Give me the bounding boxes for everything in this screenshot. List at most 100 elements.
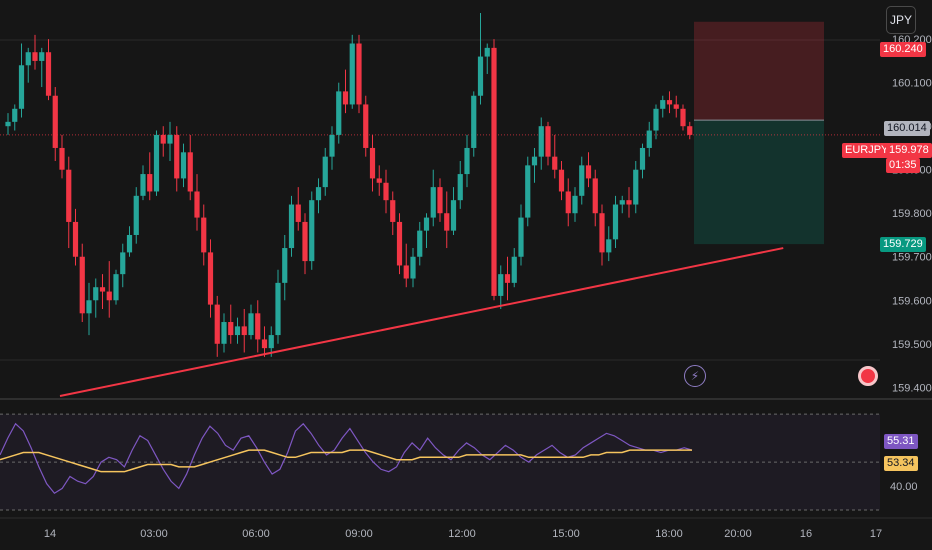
candle-body xyxy=(471,95,477,148)
candle-body xyxy=(444,213,450,231)
candle-body xyxy=(45,52,52,96)
candle-body xyxy=(430,187,436,218)
candle-body xyxy=(565,191,571,214)
candle-body xyxy=(309,200,315,262)
candle-body xyxy=(552,156,558,170)
candle-body xyxy=(153,134,160,192)
candle-body xyxy=(288,204,295,249)
candle-body xyxy=(167,134,173,144)
candle-body xyxy=(579,165,585,196)
candle-body xyxy=(126,234,133,253)
candle-body xyxy=(464,147,470,175)
candle-body xyxy=(356,43,362,105)
candle-body xyxy=(687,126,693,135)
time-tick-label: 03:00 xyxy=(140,528,168,540)
candle-body xyxy=(403,265,409,279)
candle-body xyxy=(12,108,18,122)
candle-body xyxy=(417,230,423,257)
candle-body xyxy=(646,130,652,148)
candle-body xyxy=(86,300,92,314)
candle-body xyxy=(221,322,227,344)
rsi-line xyxy=(0,422,693,495)
price-tick-label: 159.800 xyxy=(892,208,932,220)
candle-body xyxy=(5,121,11,127)
candle-body xyxy=(329,134,335,157)
lightning-alert-icon[interactable]: ⚡ xyxy=(684,365,706,387)
candle-body xyxy=(120,252,126,275)
price-tick-label: 159.700 xyxy=(892,252,932,264)
candle-body xyxy=(66,169,72,222)
candle-body xyxy=(99,287,106,292)
rsi-tick-label: 40.00 xyxy=(890,481,918,493)
candle-body xyxy=(660,100,666,109)
candle-body xyxy=(93,287,99,301)
candle-body xyxy=(336,91,342,135)
candle-body xyxy=(612,204,619,240)
time-tick-label: 17 xyxy=(870,528,882,540)
time-tick-label: 12:00 xyxy=(448,528,476,540)
candle-body xyxy=(376,178,382,183)
candle-body xyxy=(599,213,605,253)
candle-body xyxy=(410,256,416,279)
candle-body xyxy=(174,134,180,179)
candle-body xyxy=(383,182,389,201)
candle-body xyxy=(498,274,504,296)
candle-body xyxy=(228,322,234,336)
candle-body xyxy=(79,256,85,314)
candle-body xyxy=(322,156,328,188)
candle-body xyxy=(545,126,551,157)
candle-body xyxy=(25,52,31,66)
candle-body xyxy=(518,217,524,257)
candle-body xyxy=(363,104,369,148)
candle-body xyxy=(234,326,241,336)
candle-body xyxy=(255,313,261,340)
candle-body xyxy=(423,217,430,231)
price-tick-label: 159.600 xyxy=(892,295,932,307)
candle-body xyxy=(39,52,45,61)
candle-body xyxy=(113,274,119,301)
rsi-ma-value-label: 53.34 xyxy=(884,456,918,471)
candle-body xyxy=(437,187,443,214)
time-tick-label: 20:00 xyxy=(724,528,752,540)
currency-button[interactable]: JPY xyxy=(886,6,916,34)
candle-body xyxy=(268,335,274,349)
candle-body xyxy=(525,165,531,218)
candle-body xyxy=(531,156,538,166)
entry-price-label: 160.014 xyxy=(884,121,930,136)
candle-body xyxy=(261,339,268,349)
candle-body xyxy=(626,200,632,205)
candle-body xyxy=(282,248,288,283)
candle-body xyxy=(511,256,517,283)
stop-price-label: 160.240 xyxy=(880,42,926,57)
rsi-ma-line xyxy=(0,449,692,473)
candle-body xyxy=(147,174,153,192)
candle-body xyxy=(666,100,673,105)
candle-body xyxy=(633,169,639,205)
price-tick-label: 159.400 xyxy=(892,382,932,394)
candle-body xyxy=(187,152,193,192)
time-tick-label: 06:00 xyxy=(242,528,270,540)
candle-body xyxy=(606,239,612,253)
candle-body xyxy=(248,313,254,336)
candle-body xyxy=(342,91,349,105)
candle-body xyxy=(140,174,146,196)
candle-body xyxy=(653,108,659,131)
candle-body xyxy=(457,174,463,201)
candle-body xyxy=(194,191,200,218)
candle-body xyxy=(673,104,679,109)
rsi-value-label: 55.31 xyxy=(884,434,918,449)
stop-loss-zone xyxy=(694,21,824,121)
candle-body xyxy=(477,56,484,96)
trendline xyxy=(59,247,784,397)
time-tick-label: 16 xyxy=(800,528,812,540)
candle-body xyxy=(585,165,592,179)
record-icon[interactable] xyxy=(858,366,878,386)
candle-body xyxy=(201,217,207,253)
candle-body xyxy=(572,195,578,214)
time-tick-label: 09:00 xyxy=(345,528,373,540)
candle-body xyxy=(484,47,490,57)
candle-body xyxy=(390,200,396,222)
candle-body xyxy=(214,304,220,344)
candle-body xyxy=(504,274,511,283)
